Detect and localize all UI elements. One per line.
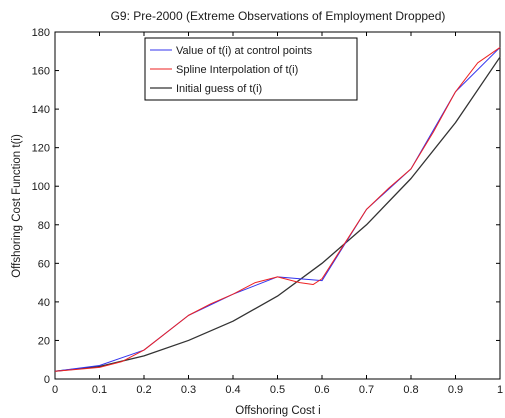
x-axis-label: Offshoring Cost i xyxy=(235,405,320,417)
y-tick-label: 20 xyxy=(38,335,50,347)
legend-label-2: Initial guess of t(i) xyxy=(176,83,262,95)
y-tick-label: 120 xyxy=(32,143,50,155)
x-tick-label: 0.5 xyxy=(270,384,285,396)
x-tick-label: 0.2 xyxy=(136,384,151,396)
legend: Value of t(i) at control points Spline In… xyxy=(144,37,358,101)
x-tick-label: 0 xyxy=(52,384,58,396)
x-tick-label: 0.6 xyxy=(314,384,329,396)
x-tick-label: 1 xyxy=(497,384,503,396)
y-tick-label: 140 xyxy=(32,104,50,116)
y-tick-label: 160 xyxy=(32,66,50,78)
y-tick-label: 80 xyxy=(38,220,50,232)
series-line-2 xyxy=(54,56,501,372)
series-layer xyxy=(54,47,501,372)
legend-box xyxy=(144,37,358,101)
y-tick-label: 100 xyxy=(32,181,50,193)
x-tick-label: 0.7 xyxy=(359,384,374,396)
x-tick-label: 0.1 xyxy=(92,384,107,396)
x-axis: 0 0.1 0.2 0.3 0.4 0.5 0.6 0.7 0.8 0.9 1 xyxy=(52,32,503,396)
legend-label-0: Value of t(i) at control points xyxy=(176,45,313,57)
y-axis: 0 20 40 60 80 100 120 140 160 180 xyxy=(32,27,500,386)
y-tick-label: 40 xyxy=(38,297,50,309)
x-tick-label: 0.8 xyxy=(403,384,418,396)
chart-title: G9: Pre-2000 (Extreme Observations of Em… xyxy=(111,9,446,23)
y-tick-label: 180 xyxy=(32,27,50,39)
legend-label-1: Spline Interpolation of t(i) xyxy=(176,64,298,76)
x-tick-label: 0.9 xyxy=(448,384,463,396)
x-tick-label: 0.4 xyxy=(225,384,240,396)
series-line-1 xyxy=(54,47,501,372)
x-tick-label: 0.3 xyxy=(181,384,196,396)
y-tick-label: 60 xyxy=(38,258,50,270)
y-axis-label: Offshoring Cost Function t(i) xyxy=(11,134,23,278)
y-tick-label: 0 xyxy=(44,374,50,386)
